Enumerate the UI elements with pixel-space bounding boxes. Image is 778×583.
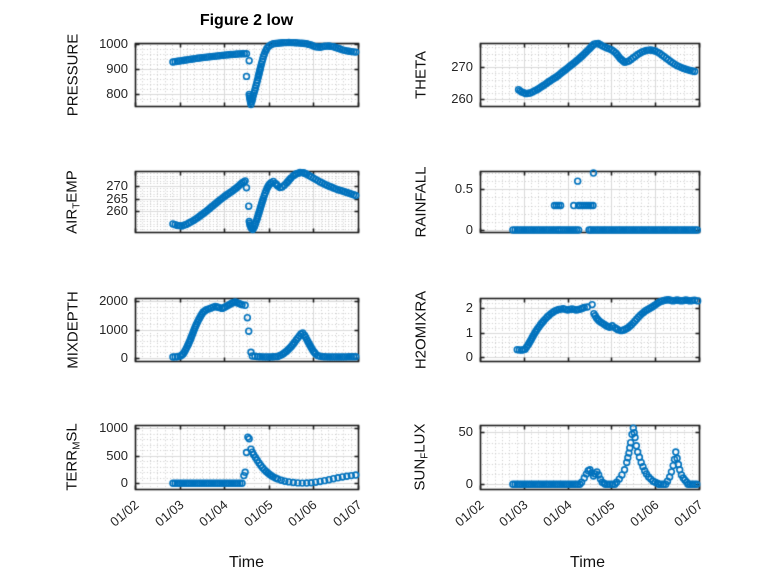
ylabel-text: SUN <box>411 458 429 491</box>
y-tick-label: 260 <box>106 203 128 219</box>
y-tick-label: 260 <box>451 91 473 107</box>
ylabel-terr_msl: TERRMSL <box>64 423 83 491</box>
ylabel-theta: THETA <box>413 50 430 98</box>
y-tick-label: 1 <box>465 324 473 340</box>
ylabel-mixdepth: MIXDEPTH <box>65 291 82 369</box>
ylabel-text: MIXDEPTH <box>64 290 82 369</box>
ylabel-rainfall: RAINFALL <box>413 166 430 237</box>
ylabel-sun_flux: SUNFLUX <box>412 424 431 491</box>
y-tick-label: 265 <box>106 190 128 206</box>
figure-title: Figure 2 low <box>199 12 294 29</box>
y-tick-label: 0 <box>465 476 473 492</box>
y-tick-label: 800 <box>106 86 128 102</box>
y-tick-label: 500 <box>106 447 128 463</box>
ylabel-text: AIR <box>63 208 81 234</box>
ylabel-subscript: T <box>71 202 83 209</box>
ylabel-air_temp: AIRTEMP <box>64 170 83 234</box>
y-tick-label: 50 <box>458 424 473 440</box>
y-tick-label: 0.5 <box>454 181 473 197</box>
ylabel-subscript: F <box>419 452 431 459</box>
x-axis-label-left: Time <box>229 554 264 571</box>
y-tick-label: 1000 <box>99 35 128 51</box>
y-tick-label: 270 <box>106 177 128 193</box>
ylabel-text: TERR <box>63 449 81 491</box>
ylabel-h2omixra: H2OMIXRA <box>413 290 430 368</box>
ylabel-text: THETA <box>412 50 430 99</box>
ylabel-text: EMP <box>63 169 81 203</box>
y-tick-label: 2 <box>465 300 473 316</box>
ylabel-text: PRESSURE <box>64 33 82 116</box>
y-tick-label: 1000 <box>99 321 128 337</box>
ylabel-text: LUX <box>411 423 429 453</box>
ylabel-subscript: M <box>71 441 83 450</box>
y-tick-label: 2000 <box>99 293 128 309</box>
y-tick-label: 1000 <box>99 420 128 436</box>
ylabel-text: SL <box>63 423 81 442</box>
y-tick-label: 900 <box>106 61 128 77</box>
y-tick-label: 0 <box>120 475 128 491</box>
y-tick-label: 0 <box>120 349 128 365</box>
y-tick-label: 270 <box>451 58 473 74</box>
ylabel-text: RAINFALL <box>412 166 430 237</box>
y-tick-label: 0 <box>465 221 473 237</box>
y-tick-label: 0 <box>465 348 473 364</box>
ylabel-text: H2OMIXRA <box>412 290 430 369</box>
x-axis-label-right: Time <box>570 554 605 571</box>
ylabel-pressure: PRESSURE <box>65 33 82 116</box>
